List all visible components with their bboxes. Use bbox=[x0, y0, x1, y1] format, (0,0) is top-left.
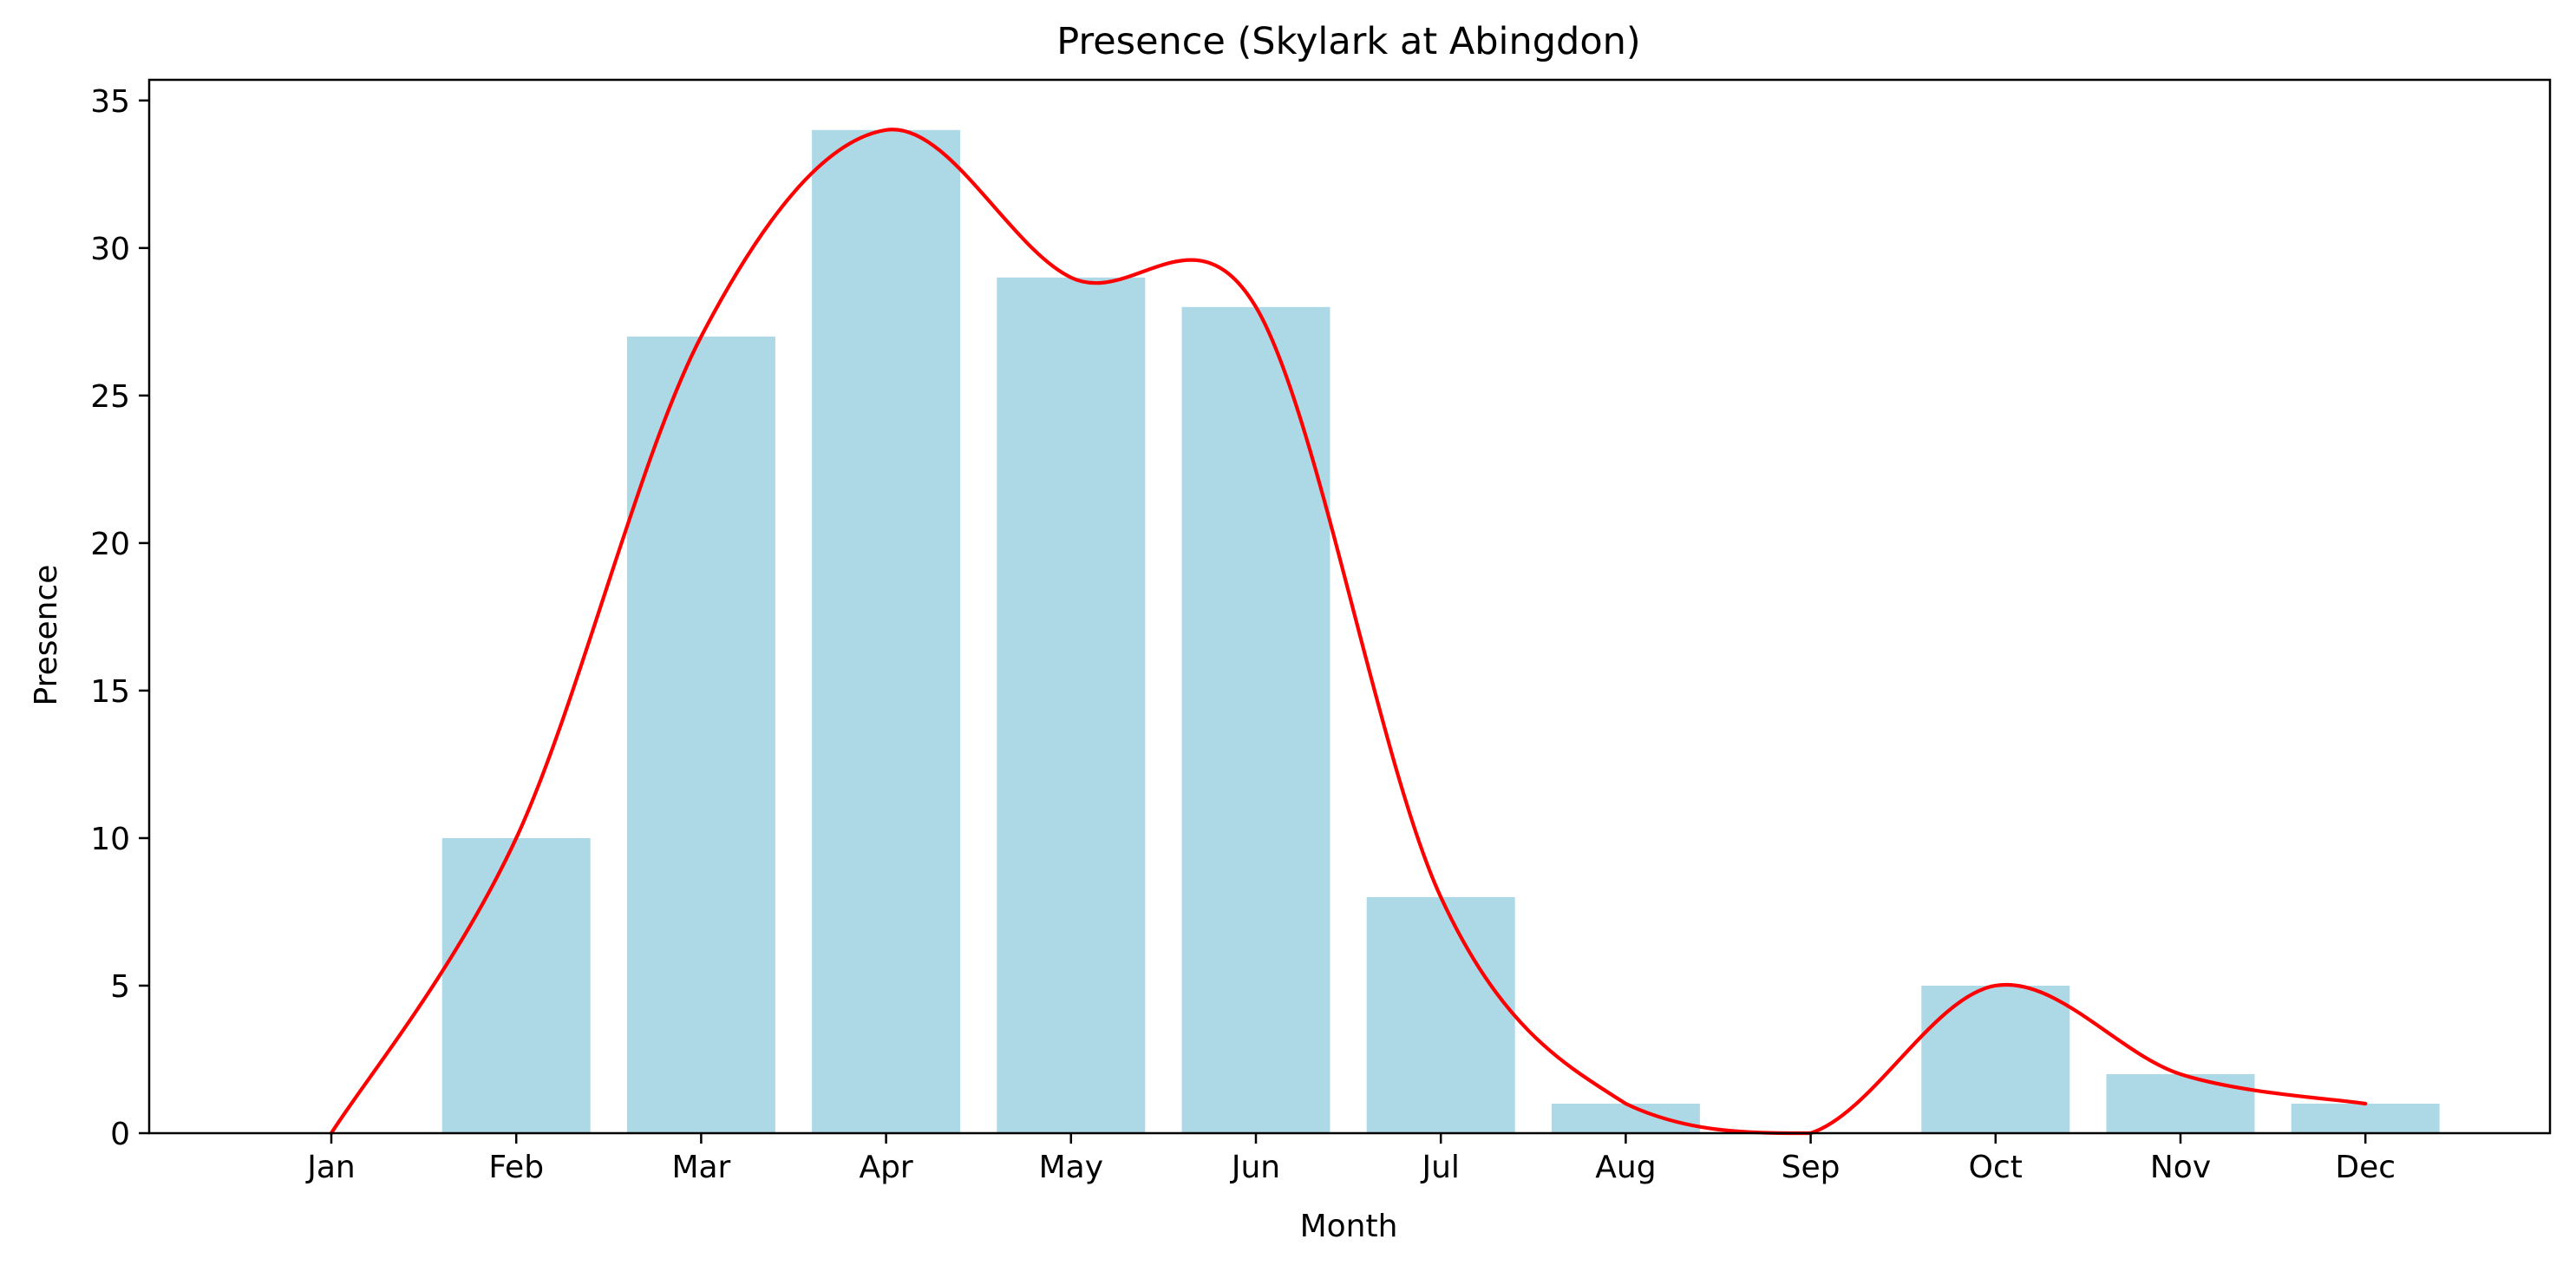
bar-dec bbox=[2291, 1103, 2440, 1133]
x-tick-label: Mar bbox=[671, 1150, 730, 1185]
y-tick-label: 30 bbox=[90, 232, 130, 267]
y-tick-label: 20 bbox=[90, 527, 130, 562]
bar-may bbox=[997, 277, 1146, 1133]
x-tick-label: Oct bbox=[1969, 1150, 2023, 1185]
y-tick-label: 25 bbox=[90, 379, 130, 415]
x-tick-label: Jul bbox=[1420, 1150, 1459, 1185]
y-tick-label: 15 bbox=[90, 674, 130, 710]
chart-title: Presence (Skylark at Abingdon) bbox=[1056, 20, 1640, 63]
x-axis-label: Month bbox=[1300, 1209, 1398, 1244]
y-axis: 0 5 10 15 20 25 30 35 bbox=[90, 84, 149, 1152]
plot-frame bbox=[147, 78, 2552, 1135]
bar-jul bbox=[1366, 896, 1515, 1133]
y-tick-label: 5 bbox=[110, 969, 130, 1005]
bar-apr bbox=[812, 129, 961, 1133]
y-tick-label: 35 bbox=[90, 84, 130, 120]
bar-feb bbox=[441, 837, 591, 1133]
x-tick-label: Apr bbox=[859, 1150, 912, 1185]
y-axis-label: Presence bbox=[29, 565, 64, 706]
x-tick-label: Dec bbox=[2335, 1150, 2396, 1185]
y-tick-label: 10 bbox=[90, 822, 130, 857]
bar-oct bbox=[1921, 985, 2070, 1133]
x-tick-label: Aug bbox=[1595, 1150, 1656, 1185]
bar-aug bbox=[1551, 1103, 1700, 1133]
x-tick-label: Nov bbox=[2150, 1150, 2211, 1185]
x-tick-label: Feb bbox=[488, 1150, 544, 1185]
bar-nov bbox=[2106, 1073, 2255, 1133]
x-tick-label: May bbox=[1039, 1150, 1103, 1185]
y-tick-label: 0 bbox=[110, 1117, 130, 1152]
bar-jun bbox=[1181, 306, 1330, 1133]
bar-mar bbox=[626, 336, 775, 1133]
x-tick-label: Jun bbox=[1230, 1150, 1280, 1185]
x-axis: Jan Feb Mar Apr May Jun Jul Aug Sep Oct Nov Dec bbox=[305, 1133, 2396, 1185]
bars-group bbox=[441, 129, 2440, 1133]
x-tick-label: Sep bbox=[1782, 1150, 1840, 1185]
x-tick-label: Jan bbox=[305, 1150, 356, 1185]
trend-line bbox=[329, 128, 2368, 1136]
